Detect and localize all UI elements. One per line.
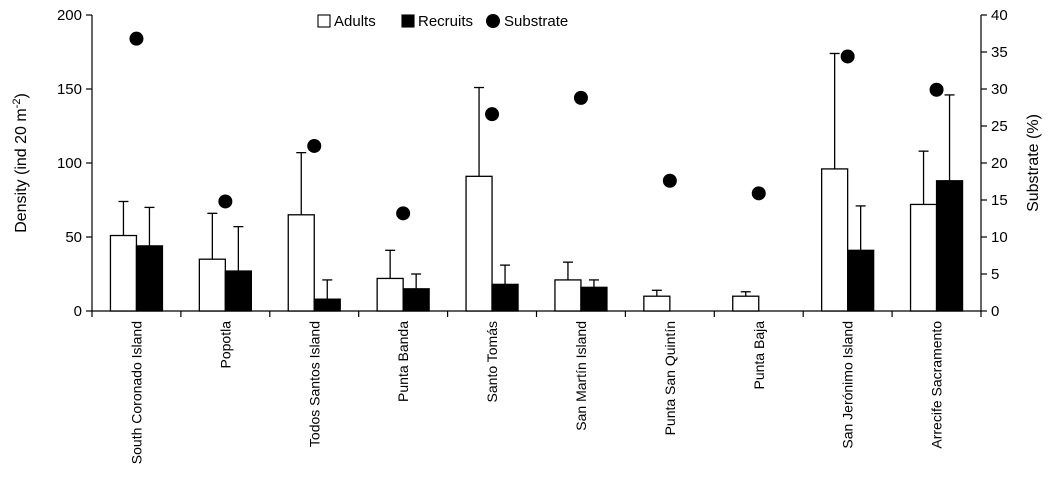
recruits-bar (224, 270, 253, 312)
recruits-bar (135, 245, 164, 312)
legend-substrate-marker (486, 14, 500, 28)
category-label: San Jerónimo Island (840, 321, 856, 449)
legend-recruits-swatch (401, 14, 415, 28)
substrate-marker (485, 107, 500, 122)
y-axis-left-title-main: Density (ind 20 m (13, 108, 30, 233)
y-axis-left-title-close: ) (13, 93, 30, 98)
category-label: Todos Santos Island (306, 321, 322, 447)
plot-area: 0 50 100 150 200 0 5 10 15 20 25 30 35 40 South Coro… (57, 7, 1008, 464)
left-tick-label: 150 (57, 81, 82, 98)
substrate-marker (662, 173, 677, 188)
bars (109, 168, 964, 312)
substrate-marker (307, 138, 322, 153)
y-axis-left-title: Density (ind 20 m-2) (11, 93, 30, 233)
category-label: Punta Banda (395, 321, 411, 402)
right-axis-ticks: 0 5 10 15 20 25 30 35 40 (981, 7, 1008, 320)
recruits-bar (491, 283, 519, 312)
left-axis-ticks: 0 50 100 150 200 (57, 7, 92, 320)
right-tick-label: 15 (991, 192, 1008, 209)
recruits-bar (313, 298, 341, 312)
left-tick-label: 0 (74, 303, 82, 320)
legend-adults-label: Adults (334, 13, 376, 30)
adults-bar (554, 279, 582, 312)
substrate-marker (396, 206, 411, 221)
substrate-markers (129, 31, 944, 221)
left-tick-label: 200 (57, 7, 82, 24)
category-label: Santo Tomás (484, 321, 500, 402)
recruits-bar (580, 286, 608, 312)
right-tick-label: 35 (991, 44, 1008, 61)
right-tick-label: 40 (991, 7, 1008, 24)
right-tick-label: 5 (991, 266, 999, 283)
y-axis-left-title-superscript: -2 (11, 99, 23, 109)
left-tick-label: 100 (57, 155, 82, 172)
right-tick-label: 25 (991, 118, 1008, 135)
substrate-marker (840, 49, 855, 64)
y-axis-right-title: Substrate (%) (1025, 114, 1042, 212)
adults-bar (198, 258, 227, 312)
adults-bar (732, 295, 760, 312)
adults-bar (376, 277, 404, 312)
adults-bar (643, 295, 671, 312)
adults-bar (821, 168, 849, 312)
recruits-bar (847, 249, 875, 312)
error-bars (118, 52, 955, 300)
substrate-marker (929, 82, 944, 97)
substrate-marker (129, 31, 144, 46)
adults-bar (109, 234, 138, 312)
right-tick-label: 30 (991, 81, 1008, 98)
adults-bar (287, 214, 315, 312)
right-tick-label: 0 (991, 303, 999, 320)
recruits-bar (402, 288, 430, 312)
category-ticks (91, 311, 982, 317)
right-tick-label: 20 (991, 155, 1008, 172)
adults-bar (465, 175, 493, 312)
category-labels: South Coronado Island Popotla Todos Santos… (128, 321, 944, 464)
category-label: South Coronado Island (128, 321, 144, 464)
adults-bar (909, 203, 938, 312)
legend: Adults Recruits Substrate (317, 13, 568, 30)
legend-adults-swatch (317, 14, 331, 28)
legend-substrate-label: Substrate (504, 13, 568, 30)
left-tick-label: 50 (65, 229, 82, 246)
substrate-marker (751, 186, 766, 201)
category-label: Punta San Quintín (662, 321, 678, 435)
category-label: San Martín Island (573, 321, 589, 431)
category-label: Arrecife Sacramento (929, 321, 945, 449)
recruits-bar (935, 180, 964, 312)
right-tick-label: 10 (991, 229, 1008, 246)
category-label: Punta Baja (751, 321, 767, 390)
substrate-marker (218, 194, 233, 209)
category-label: Popotla (217, 321, 233, 369)
substrate-marker (573, 90, 588, 105)
legend-recruits-label: Recruits (418, 13, 473, 30)
